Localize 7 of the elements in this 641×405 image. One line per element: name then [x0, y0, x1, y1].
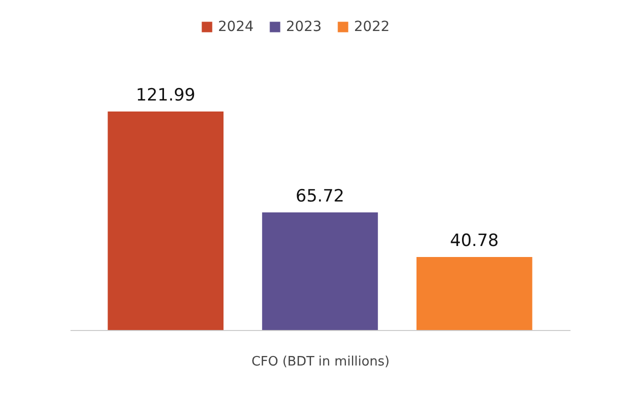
data-label: 65.72: [296, 186, 344, 206]
data-label: 40.78: [450, 230, 499, 251]
legend-label: 2024: [218, 19, 254, 35]
legend-label: 2023: [286, 19, 322, 35]
x-axis-title: CFO (BDT in millions): [251, 354, 390, 370]
data-label: 121.99: [136, 86, 196, 106]
legend-label: 2022: [354, 19, 390, 35]
